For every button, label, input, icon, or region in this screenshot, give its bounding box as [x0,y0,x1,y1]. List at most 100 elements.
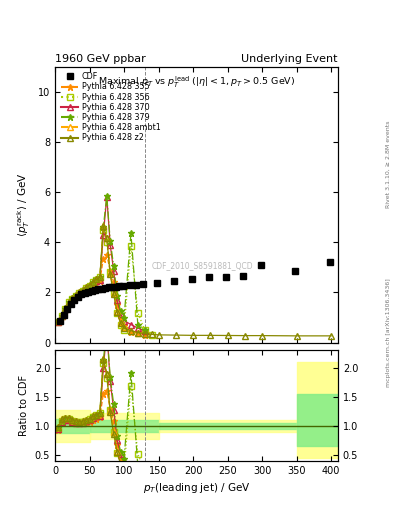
Pythia 6.428 379 [56,318,61,325]
Pythia 6.428 379 [91,279,95,285]
Pythia 6.428 355 [101,255,106,262]
Pythia 6.428 379 [115,293,119,300]
CDF [96,286,101,292]
Pythia 6.428 379 [129,230,133,237]
Pythia 6.428 z2 [225,332,230,338]
Pythia 6.428 356 [56,318,61,325]
Pythia 6.428 370 [84,286,88,292]
Pythia 6.428 ambt1 [122,324,127,330]
Pythia 6.428 z2 [80,287,85,293]
Pythia 6.428 356 [118,322,123,328]
CDF [327,259,332,265]
Pythia 6.428 z2 [84,284,88,290]
Pythia 6.428 ambt1 [115,307,119,313]
Pythia 6.428 356 [129,243,133,249]
CDF [62,312,66,318]
Pythia 6.428 355 [111,280,116,286]
Pythia 6.428 z2 [105,236,109,242]
Pythia 6.428 ambt1 [129,328,133,334]
Line: Pythia 6.428 356: Pythia 6.428 356 [56,227,154,338]
Legend: CDF, Pythia 6.428 355, Pythia 6.428 356, Pythia 6.428 370, Pythia 6.428 379, Pyt: CDF, Pythia 6.428 355, Pythia 6.428 356,… [59,71,162,144]
Text: mcplots.cern.ch [arXiv:1306.3436]: mcplots.cern.ch [arXiv:1306.3436] [386,279,391,387]
Line: Pythia 6.428 ambt1: Pythia 6.428 ambt1 [56,223,141,336]
CDF [72,297,77,303]
Line: Pythia 6.428 355: Pythia 6.428 355 [55,251,148,338]
Pythia 6.428 355 [87,285,92,291]
Pythia 6.428 z2 [87,282,92,288]
Pythia 6.428 ambt1 [60,312,64,318]
Pythia 6.428 356 [115,309,119,315]
CDF [86,289,90,295]
CDF [107,284,111,290]
Pythia 6.428 z2 [94,276,99,283]
Pythia 6.428 z2 [97,274,102,281]
Pythia 6.428 ambt1 [66,298,71,305]
Pythia 6.428 379 [122,315,127,321]
Pythia 6.428 ambt1 [94,276,99,283]
CDF [189,275,194,282]
CDF [293,268,298,274]
CDF [258,262,263,268]
Pythia 6.428 379 [97,274,102,280]
Pythia 6.428 379 [63,306,68,312]
Pythia 6.428 379 [118,308,123,314]
Pythia 6.428 356 [77,290,81,296]
Pythia 6.428 z2 [191,332,195,338]
Pythia 6.428 z2 [60,312,64,318]
Pythia 6.428 356 [80,288,85,294]
Pythia 6.428 355 [118,316,123,322]
Pythia 6.428 z2 [208,332,213,338]
Pythia 6.428 355 [142,332,147,338]
Pythia 6.428 z2 [115,309,119,315]
Pythia 6.428 379 [84,285,88,291]
Pythia 6.428 356 [73,293,78,299]
Pythia 6.428 z2 [242,332,247,338]
Pythia 6.428 370 [80,288,85,294]
CDF [83,290,87,296]
Pythia 6.428 379 [108,238,112,244]
Pythia 6.428 356 [91,280,95,286]
Text: CDF_2010_S8591881_QCD: CDF_2010_S8591881_QCD [151,261,253,270]
Pythia 6.428 370 [108,242,112,248]
Pythia 6.428 z2 [156,332,161,338]
Pythia 6.428 356 [105,239,109,245]
Text: Underlying Event: Underlying Event [241,54,338,64]
Pythia 6.428 370 [118,311,123,317]
Pythia 6.428 ambt1 [77,289,81,295]
Pythia 6.428 z2 [108,271,112,278]
CDF [241,273,246,279]
CDF [207,274,211,281]
Pythia 6.428 355 [77,291,81,297]
Pythia 6.428 355 [115,302,119,308]
Pythia 6.428 379 [142,327,147,333]
Pythia 6.428 370 [97,277,102,283]
Line: CDF: CDF [57,259,333,324]
Pythia 6.428 z2 [122,325,127,331]
CDF [224,274,229,280]
Pythia 6.428 379 [87,282,92,288]
Pythia 6.428 ambt1 [118,319,123,325]
Pythia 6.428 355 [60,313,64,319]
Pythia 6.428 ambt1 [101,223,106,229]
Pythia 6.428 355 [56,319,61,325]
Pythia 6.428 370 [87,283,92,289]
Pythia 6.428 355 [91,282,95,288]
Pythia 6.428 z2 [142,331,147,337]
Pythia 6.428 z2 [63,305,68,311]
Pythia 6.428 ambt1 [56,318,61,324]
Text: Maximal $p_T$ vs $p_T^{\mathrm{lead}}$ ($|\eta| < 1, p_T > 0.5$ GeV): Maximal $p_T$ vs $p_T^{\mathrm{lead}}$ (… [98,75,295,90]
Pythia 6.428 379 [66,299,71,305]
Line: Pythia 6.428 z2: Pythia 6.428 z2 [56,223,334,338]
Pythia 6.428 355 [84,287,88,293]
Pythia 6.428 355 [105,252,109,258]
Pythia 6.428 370 [101,231,106,238]
CDF [134,282,139,288]
Pythia 6.428 355 [73,293,78,300]
Pythia 6.428 ambt1 [87,282,92,288]
Pythia 6.428 z2 [70,295,75,301]
Pythia 6.428 356 [142,327,147,333]
Pythia 6.428 379 [94,276,99,283]
Pythia 6.428 379 [136,322,140,328]
CDF [172,278,177,284]
Pythia 6.428 370 [70,296,75,302]
